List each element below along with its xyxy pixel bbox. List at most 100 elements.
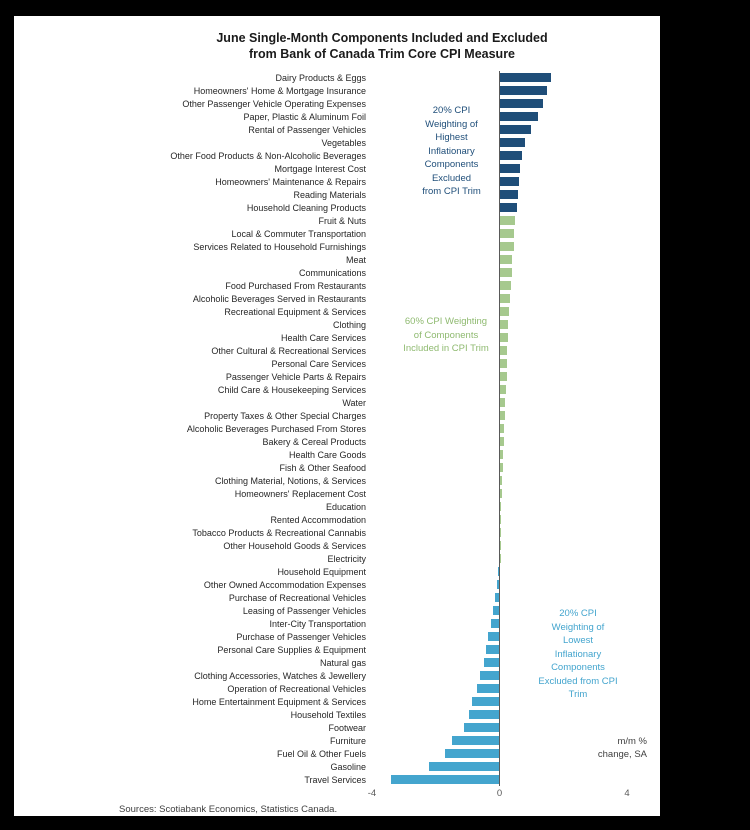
category-label: Natural gas: [319, 657, 366, 668]
bar-track: [372, 580, 630, 589]
bar-positive: [499, 151, 522, 160]
category-label: Water: [342, 397, 366, 408]
bar-negative: [494, 593, 500, 602]
category-label: Home Entertainment Equipment & Services: [192, 696, 366, 707]
chart-row: Inter-City Transportation: [14, 617, 660, 630]
category-label: Tobacco Products & Recreational Cannabis: [192, 527, 366, 538]
bar-track: [372, 333, 630, 342]
chart-row: Operation of Recreational Vehicles: [14, 682, 660, 695]
category-label: Clothing Material, Notions, & Services: [214, 475, 366, 486]
chart-row: Other Household Goods & Services: [14, 539, 660, 552]
category-label: Rental of Passenger Vehicles: [248, 124, 366, 135]
bar-track: [372, 112, 630, 121]
chart-row: Dairy Products & Eggs: [14, 71, 660, 84]
category-label: Leasing of Passenger Vehicles: [242, 605, 366, 616]
bar-track: [372, 216, 630, 225]
category-label: Inter-City Transportation: [269, 618, 366, 629]
bar-track: [372, 645, 630, 654]
bar-track: [372, 723, 630, 732]
chart-row: Rental of Passenger Vehicles: [14, 123, 660, 136]
annotation-excluded-low: 20% CPI Weighting of Lowest Inflationary…: [538, 608, 618, 700]
category-label: Fruit & Nuts: [318, 215, 366, 226]
bar-track: [372, 398, 630, 407]
category-label: Mortgage Interest Cost: [274, 163, 366, 174]
x-axis: -4 0 4: [14, 786, 660, 801]
chart-row: Clothing: [14, 318, 660, 331]
source-note: Sources: Scotiabank Economics, Statistic…: [119, 804, 338, 815]
bar-positive: [499, 489, 503, 498]
bar-positive: [499, 125, 532, 134]
category-label: Purchase of Passenger Vehicles: [236, 631, 366, 642]
bar-negative: [429, 762, 500, 771]
bar-positive: [499, 437, 504, 446]
category-label: Household Equipment: [277, 566, 366, 577]
bar-track: [372, 125, 630, 134]
chart-row: Bakery & Cereal Products: [14, 435, 660, 448]
category-label: Homeowners' Replacement Cost: [234, 488, 366, 499]
bar-track: [372, 489, 630, 498]
bar-track: [372, 346, 630, 355]
category-label: Recreational Equipment & Services: [224, 306, 366, 317]
bar-track: [372, 424, 630, 433]
bar-track: [372, 99, 630, 108]
bar-track: [372, 86, 630, 95]
category-label: Travel Services: [304, 774, 366, 785]
chart-title-line1: June Single-Month Components Included an…: [216, 31, 548, 45]
category-label: Rented Accommodation: [270, 514, 366, 525]
chart-row: Recreational Equipment & Services: [14, 305, 660, 318]
bar-positive: [499, 372, 507, 381]
chart-row: Purchase of Recreational Vehicles: [14, 591, 660, 604]
bar-track: [372, 151, 630, 160]
category-label: Local & Commuter Transportation: [231, 228, 366, 239]
chart-row: Homeowners' Maintenance & Repairs: [14, 175, 660, 188]
bar-track: [372, 73, 630, 82]
bar-track: [372, 437, 630, 446]
category-label: Gasoline: [330, 761, 366, 772]
bar-track: [372, 554, 630, 563]
bar-track: [372, 164, 630, 173]
bar-track: [372, 619, 630, 628]
chart-row: Tobacco Products & Recreational Cannabis: [14, 526, 660, 539]
bar-track: [372, 463, 630, 472]
chart-row: Services Related to Household Furnishing…: [14, 240, 660, 253]
chart-row: Homeowners' Home & Mortgage Insurance: [14, 84, 660, 97]
category-label: Vegetables: [321, 137, 366, 148]
category-label: Health Care Goods: [288, 449, 366, 460]
bar-track: [372, 593, 630, 602]
bar-positive: [499, 255, 513, 264]
chart-row: Home Entertainment Equipment & Services: [14, 695, 660, 708]
chart-row: Furniture: [14, 734, 660, 747]
chart-row: Fish & Other Seafood: [14, 461, 660, 474]
bar-positive: [499, 281, 511, 290]
chart-row: Paper, Plastic & Aluminum Foil: [14, 110, 660, 123]
category-label: Alcoholic Beverages Purchased From Store…: [186, 423, 366, 434]
bar-track: [372, 411, 630, 420]
chart-row: Education: [14, 500, 660, 513]
bar-positive: [499, 307, 510, 316]
bar-track: [372, 229, 630, 238]
bar-positive: [499, 112, 538, 121]
chart-row: Personal Care Services: [14, 357, 660, 370]
bar-positive: [499, 216, 516, 225]
chart-row: Electricity: [14, 552, 660, 565]
chart-panel: June Single-Month Components Included an…: [14, 16, 660, 816]
chart-row: Purchase of Passenger Vehicles: [14, 630, 660, 643]
bar-positive: [499, 177, 519, 186]
chart-row: Rented Accommodation: [14, 513, 660, 526]
chart-row: Mortgage Interest Cost: [14, 162, 660, 175]
x-tick-label: -4: [367, 788, 377, 799]
category-label: Homeowners' Maintenance & Repairs: [215, 176, 366, 187]
bar-negative: [496, 580, 500, 589]
bar-track: [372, 632, 630, 641]
bar-track: [372, 697, 630, 706]
bar-track: [372, 671, 630, 680]
bar-chart: Dairy Products & Eggs Homeowners' Home & …: [14, 71, 660, 786]
chart-row: Gasoline: [14, 760, 660, 773]
bar-negative: [469, 710, 500, 719]
chart-row: Travel Services: [14, 773, 660, 786]
chart-row: Household Textiles: [14, 708, 660, 721]
category-label: Services Related to Household Furnishing…: [193, 241, 366, 252]
bar-positive: [499, 346, 508, 355]
chart-row: Other Food Products & Non-Alcoholic Beve…: [14, 149, 660, 162]
bar-negative: [391, 775, 500, 784]
